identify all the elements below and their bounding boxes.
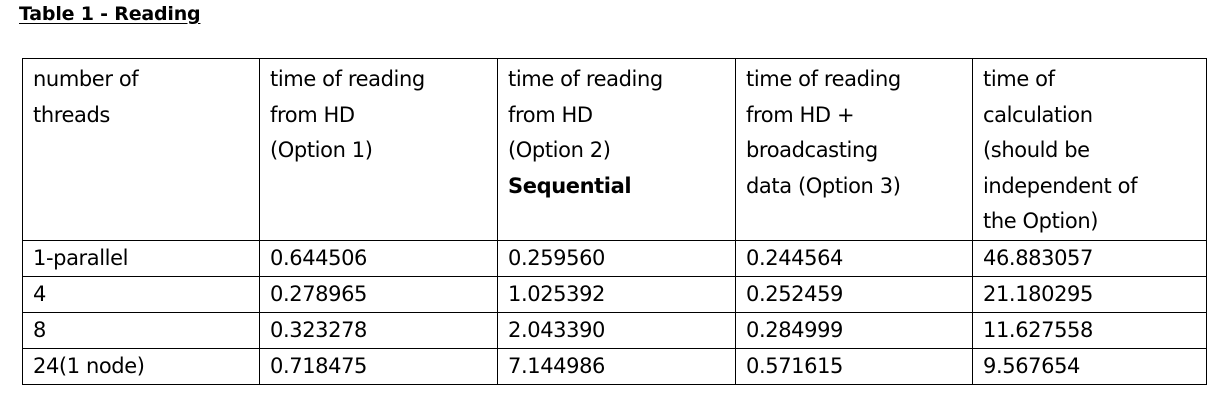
header-line: from HD + (746, 102, 855, 127)
table-cell-threads: 24(1 node) (22, 347, 260, 385)
table-title: Table 1 - Reading (19, 3, 201, 25)
table-cell-option-3: 0.571615 (735, 347, 973, 385)
header-cell-option-2: time of reading from HD (Option 2) Seque… (497, 58, 736, 241)
table-cell-threads: 1-parallel (22, 239, 260, 277)
table-cell-option-1: 0.323278 (259, 311, 498, 349)
table-cell-calculation: 46.883057 (972, 239, 1207, 277)
header-line: broadcasting (746, 138, 878, 162)
header-line: the Option) (983, 209, 1099, 233)
header-line: number of (33, 67, 139, 91)
table-row: 8 0.323278 2.043390 0.284999 11.627558 (22, 311, 1207, 349)
header-line: independent of (983, 173, 1138, 198)
header-row: number of threads time of reading from H… (22, 58, 1207, 241)
table-cell-option-1: 0.644506 (259, 239, 498, 277)
reading-table: number of threads time of reading from H… (22, 58, 1207, 385)
header-line: from HD (508, 102, 593, 127)
table-cell-option-1: 0.278965 (259, 275, 498, 313)
header-cell-option-1: time of reading from HD (Option 1) (259, 58, 498, 241)
header-line: (should be (983, 138, 1090, 162)
table-cell-option-3: 0.244564 (735, 239, 973, 277)
header-line: (Option 2) (508, 138, 611, 162)
header-line: time of reading (746, 67, 901, 91)
table-cell-option-1: 0.718475 (259, 347, 498, 385)
header-line: (Option 1) (270, 138, 373, 162)
header-line: time of (983, 67, 1055, 91)
header-line: calculation (983, 102, 1093, 127)
header-cell-threads: number of threads (22, 58, 260, 241)
table-cell-calculation: 21.180295 (972, 275, 1207, 313)
header-line-sequential: Sequential (508, 173, 632, 198)
table-row: 24(1 node) 0.718475 7.144986 0.571615 9.… (22, 347, 1207, 385)
table-cell-option-2: 0.259560 (497, 239, 736, 277)
table-cell-option-3: 0.252459 (735, 275, 973, 313)
header-line: time of reading (508, 67, 663, 91)
header-cell-option-3: time of reading from HD + broadcasting d… (735, 58, 973, 241)
table-row: 4 0.278965 1.025392 0.252459 21.180295 (22, 275, 1207, 313)
header-line: threads (33, 102, 110, 127)
table-cell-threads: 8 (22, 311, 260, 349)
table-cell-option-2: 2.043390 (497, 311, 736, 349)
table-row: 1-parallel 0.644506 0.259560 0.244564 46… (22, 239, 1207, 277)
header-line: data (Option 3) (746, 173, 901, 198)
table-cell-option-2: 7.144986 (497, 347, 736, 385)
header-line: from HD (270, 102, 355, 127)
table-cell-threads: 4 (22, 275, 260, 313)
table-cell-option-2: 1.025392 (497, 275, 736, 313)
header-cell-calculation: time of calculation (should be independe… (972, 58, 1207, 241)
table-cell-calculation: 9.567654 (972, 347, 1207, 385)
table-cell-calculation: 11.627558 (972, 311, 1207, 349)
header-line: time of reading (270, 67, 425, 91)
table-cell-option-3: 0.284999 (735, 311, 973, 349)
